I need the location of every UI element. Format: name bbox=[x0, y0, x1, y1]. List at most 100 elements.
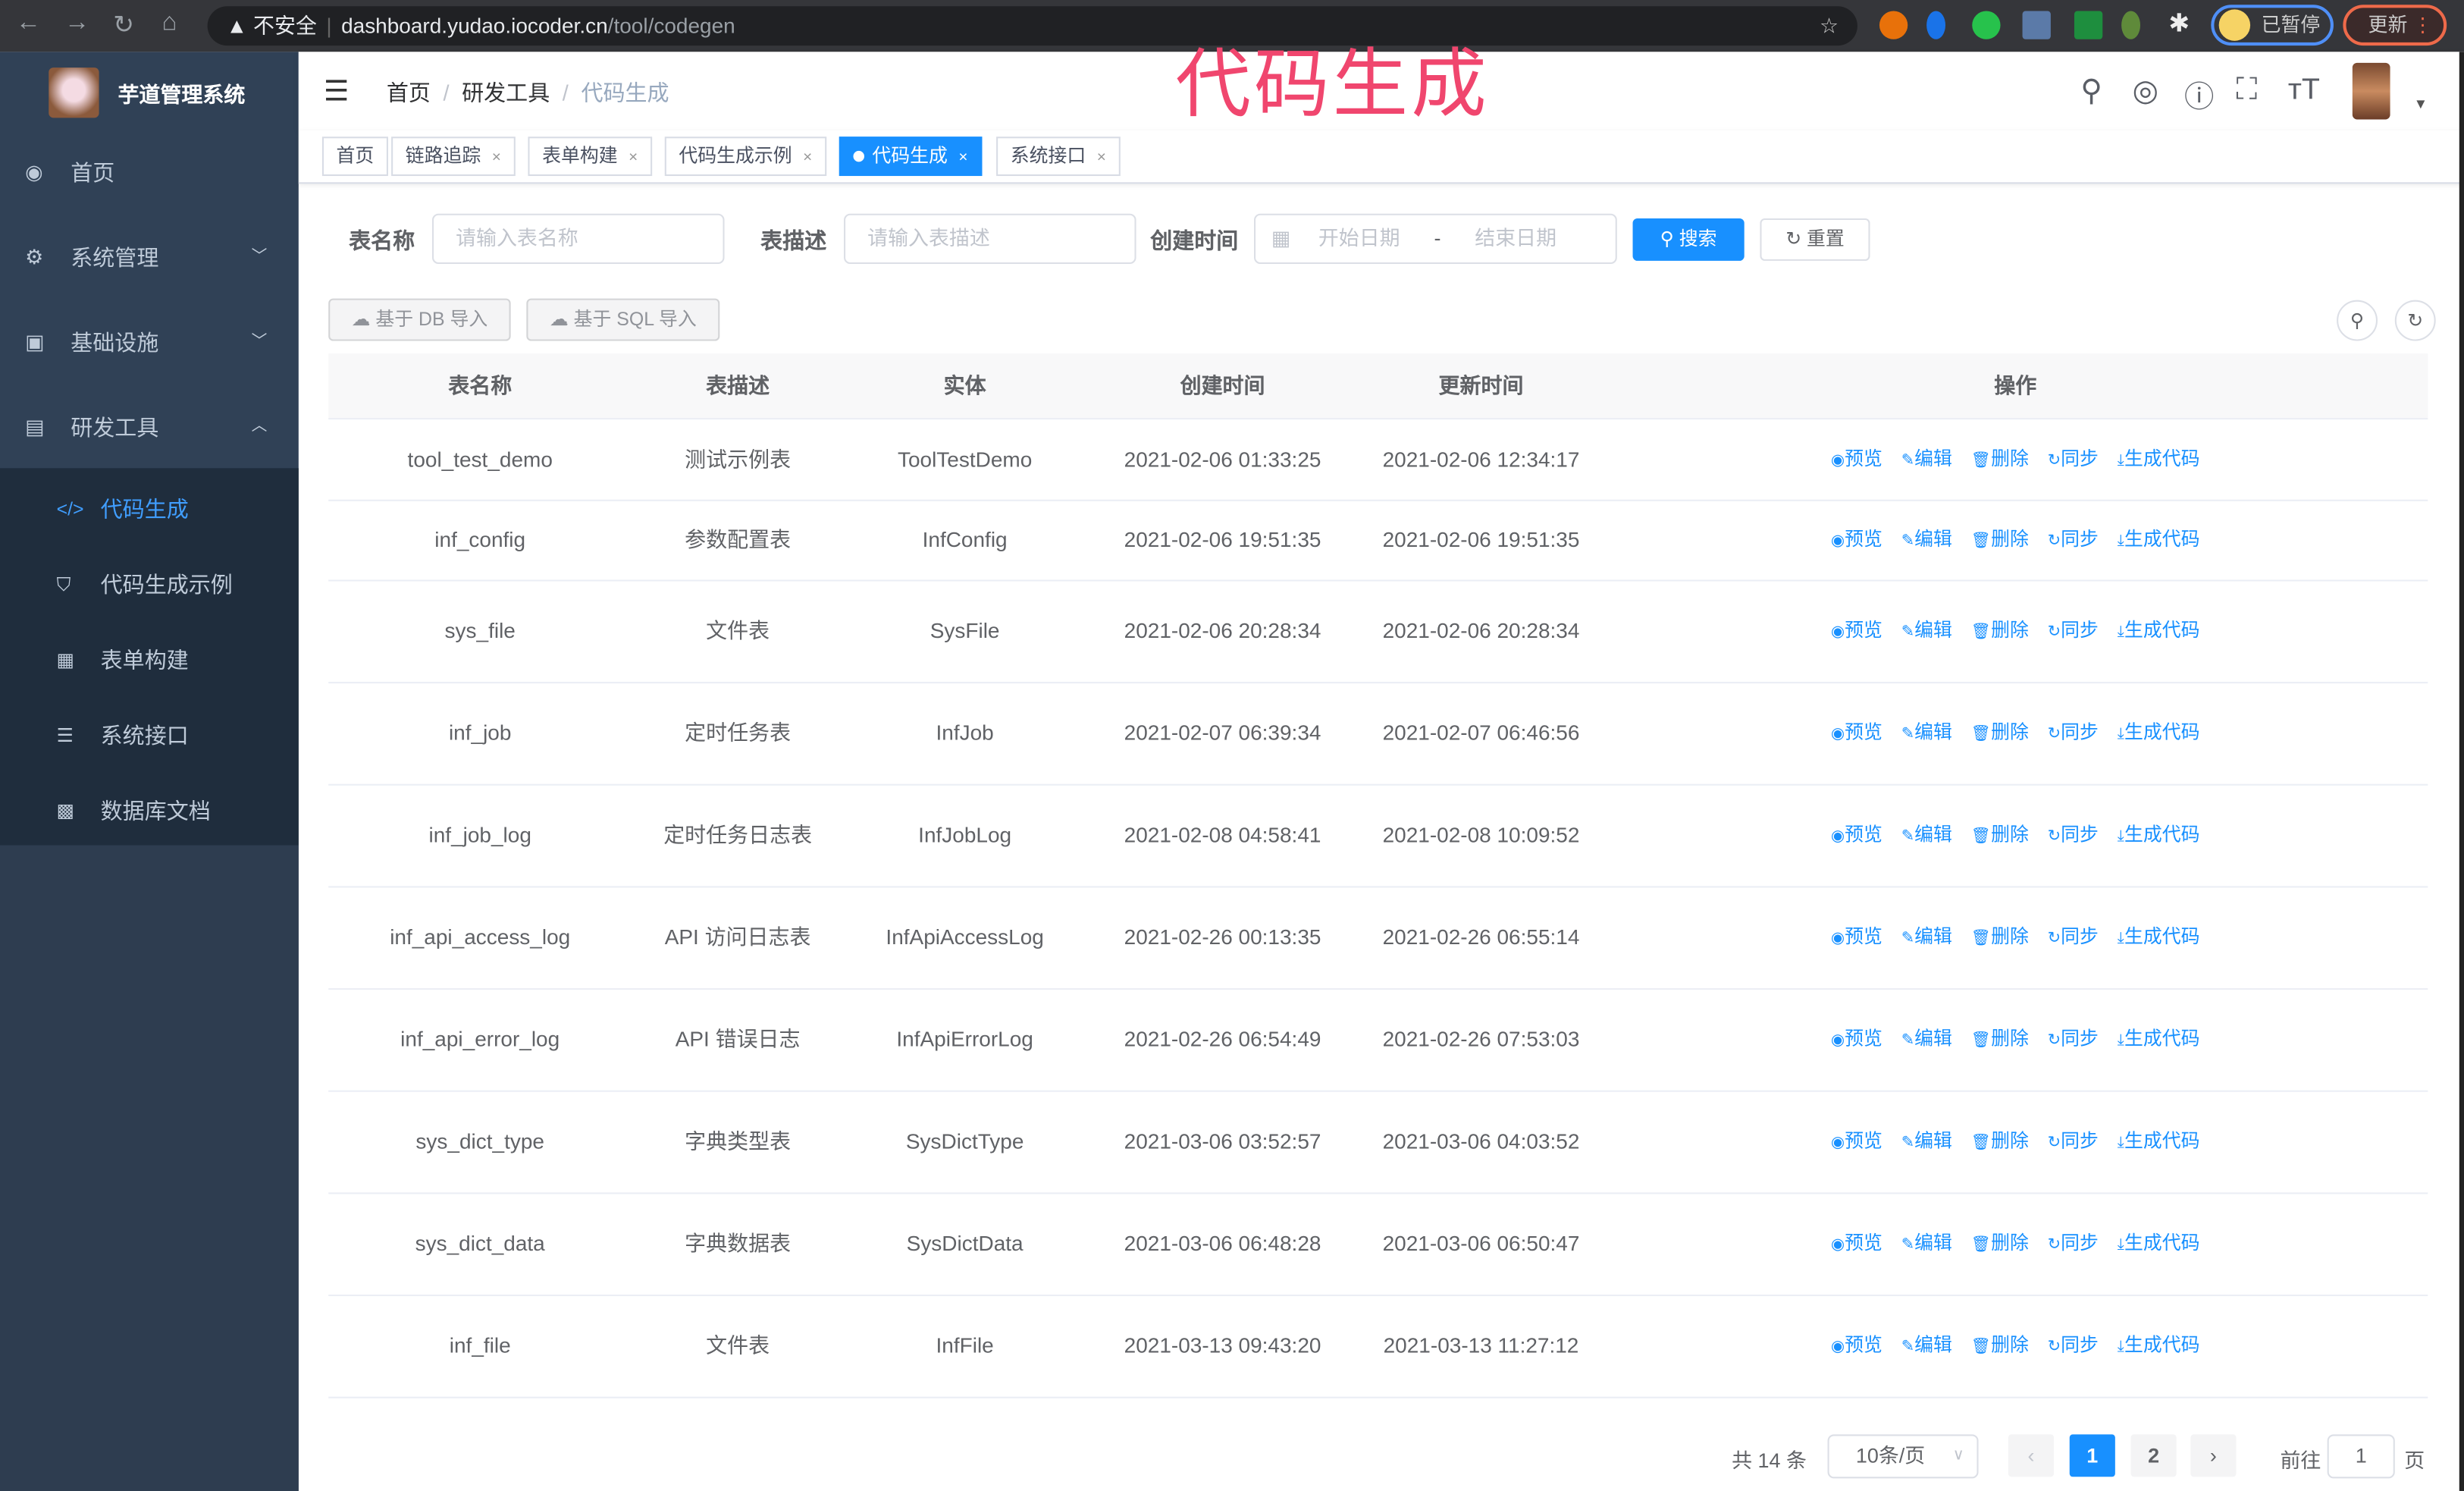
sync-button[interactable]: ↻同步 bbox=[2048, 613, 2099, 651]
delete-button[interactable]: 🗑删除 bbox=[1971, 817, 2029, 855]
page-size-select[interactable]: 10条/页 ∨ bbox=[1827, 1434, 1979, 1479]
sync-button[interactable]: ↻同步 bbox=[2048, 817, 2099, 855]
tag-trace[interactable]: 链路追踪 × bbox=[391, 137, 516, 177]
edit-button[interactable]: ✎编辑 bbox=[1901, 1328, 1952, 1366]
scrollbar[interactable] bbox=[2459, 52, 2464, 1491]
tag-home[interactable]: 首页 bbox=[321, 137, 388, 177]
preview-button[interactable]: ◉预览 bbox=[1831, 817, 1882, 855]
sidebar-item-infra[interactable]: ▣ 基础设施 ﹀ bbox=[0, 300, 299, 385]
sidebar-item-system[interactable]: ⚙ 系统管理 ﹀ bbox=[0, 215, 299, 300]
delete-button[interactable]: 🗑删除 bbox=[1971, 1226, 2029, 1263]
generate-button[interactable]: ⤓生成代码 bbox=[2118, 1226, 2200, 1263]
address-bar[interactable]: ▲ 不安全 | dashboard.yudao.iocoder.cn/tool/co… bbox=[207, 6, 1857, 46]
generate-button[interactable]: ⤓生成代码 bbox=[2118, 522, 2200, 560]
prev-page-button[interactable]: ‹ bbox=[2008, 1434, 2055, 1477]
profile-button[interactable]: 已暂停 bbox=[2211, 5, 2334, 46]
preview-button[interactable]: ◉预览 bbox=[1831, 522, 1882, 560]
sync-button[interactable]: ↻同步 bbox=[2048, 1022, 2099, 1059]
reload-icon[interactable]: ↻ bbox=[113, 12, 135, 39]
edit-button[interactable]: ✎编辑 bbox=[1901, 1226, 1952, 1263]
update-button[interactable]: 更新 ⋮ bbox=[2343, 5, 2447, 46]
sidebar-item-devtools[interactable]: ▤ 研发工具 ︿ bbox=[0, 385, 299, 470]
github-icon[interactable]: ◎ bbox=[2132, 75, 2159, 108]
caret-down-icon[interactable]: ▼ bbox=[2413, 96, 2428, 112]
reset-button[interactable]: ↻ 重置 bbox=[1760, 218, 1870, 261]
delete-button[interactable]: 🗑删除 bbox=[1971, 1328, 2029, 1366]
sync-button[interactable]: ↻同步 bbox=[2048, 919, 2099, 957]
home-icon[interactable]: ⌂ bbox=[161, 9, 177, 36]
edit-button[interactable]: ✎编辑 bbox=[1901, 613, 1952, 651]
preview-button[interactable]: ◉预览 bbox=[1831, 441, 1882, 479]
generate-button[interactable]: ⤓生成代码 bbox=[2118, 1328, 2200, 1366]
search-button[interactable]: ⚲ 搜索 bbox=[1632, 218, 1745, 261]
sync-button[interactable]: ↻同步 bbox=[2048, 1226, 2099, 1263]
star-icon[interactable]: ☆ bbox=[1819, 14, 1839, 38]
delete-button[interactable]: 🗑删除 bbox=[1971, 613, 2029, 651]
back-icon[interactable]: ← bbox=[15, 9, 41, 36]
close-icon[interactable]: × bbox=[491, 149, 501, 167]
edit-button[interactable]: ✎编辑 bbox=[1901, 1022, 1952, 1059]
extension-icon[interactable] bbox=[2022, 11, 2051, 39]
sync-button[interactable]: ↻同步 bbox=[2048, 715, 2099, 753]
sidebar-item-swagger[interactable]: ☰ 系统接口 bbox=[0, 698, 299, 773]
delete-button[interactable]: 🗑删除 bbox=[1971, 715, 2029, 753]
extension-icon[interactable] bbox=[1879, 11, 1908, 39]
tag-codegen[interactable]: 代码生成 × bbox=[839, 137, 983, 177]
delete-button[interactable]: 🗑删除 bbox=[1971, 1022, 2029, 1059]
refresh-button[interactable]: ↻ bbox=[2394, 300, 2436, 341]
forward-icon[interactable]: → bbox=[64, 9, 90, 36]
preview-button[interactable]: ◉预览 bbox=[1831, 1226, 1882, 1263]
preview-button[interactable]: ◉预览 bbox=[1831, 613, 1882, 651]
edit-button[interactable]: ✎编辑 bbox=[1901, 715, 1952, 753]
toggle-search-button[interactable]: ⚲ bbox=[2337, 300, 2378, 341]
edit-button[interactable]: ✎编辑 bbox=[1901, 1123, 1952, 1161]
sync-button[interactable]: ↻同步 bbox=[2048, 1123, 2099, 1161]
tag-form-build[interactable]: 表单构建 × bbox=[528, 137, 652, 177]
goto-page-input[interactable]: 1 bbox=[2327, 1434, 2395, 1479]
sidebar-item-codegen[interactable]: </> 代码生成 bbox=[0, 471, 299, 546]
delete-button[interactable]: 🗑删除 bbox=[1971, 919, 2029, 957]
close-icon[interactable]: × bbox=[803, 149, 813, 167]
generate-button[interactable]: ⤓生成代码 bbox=[2118, 715, 2200, 753]
generate-button[interactable]: ⤓生成代码 bbox=[2118, 817, 2200, 855]
hamburger-icon[interactable]: ☰ bbox=[323, 75, 350, 107]
edit-button[interactable]: ✎编辑 bbox=[1901, 522, 1952, 560]
generate-button[interactable]: ⤓生成代码 bbox=[2118, 441, 2200, 479]
font-size-icon[interactable]: ᴛT bbox=[2287, 74, 2320, 107]
close-icon[interactable]: × bbox=[1096, 149, 1106, 167]
extension-icon[interactable] bbox=[1972, 11, 2001, 39]
generate-button[interactable]: ⤓生成代码 bbox=[2118, 1022, 2200, 1059]
search-icon[interactable]: ⚲ bbox=[2080, 75, 2103, 108]
edit-button[interactable]: ✎编辑 bbox=[1901, 919, 1952, 957]
next-page-button[interactable]: › bbox=[2190, 1434, 2237, 1477]
generate-button[interactable]: ⤓生成代码 bbox=[2118, 1123, 2200, 1161]
extension-icon[interactable] bbox=[2121, 11, 2141, 39]
preview-button[interactable]: ◉预览 bbox=[1831, 1123, 1882, 1161]
page-2-button[interactable]: 2 bbox=[2130, 1434, 2177, 1477]
edit-button[interactable]: ✎编辑 bbox=[1901, 441, 1952, 479]
sync-button[interactable]: ↻同步 bbox=[2048, 1328, 2099, 1366]
avatar[interactable] bbox=[2352, 62, 2390, 120]
sidebar-item-db-doc[interactable]: ▩ 数据库文档 bbox=[0, 773, 299, 848]
generate-button[interactable]: ⤓生成代码 bbox=[2118, 919, 2200, 957]
help-icon[interactable]: ⓘ bbox=[2184, 81, 2215, 115]
extension-icon[interactable] bbox=[2074, 11, 2103, 39]
date-range-picker[interactable]: ▦ 开始日期 - 结束日期 bbox=[1254, 213, 1617, 265]
puzzle-icon[interactable]: ✱ bbox=[2168, 11, 2190, 38]
import-sql-button[interactable]: ☁ 基于 SQL 导入 bbox=[526, 298, 720, 341]
table-desc-input[interactable]: 请输入表描述 bbox=[844, 213, 1136, 265]
preview-button[interactable]: ◉预览 bbox=[1831, 1328, 1882, 1366]
delete-button[interactable]: 🗑删除 bbox=[1971, 1123, 2029, 1161]
preview-button[interactable]: ◉预览 bbox=[1831, 919, 1882, 957]
delete-button[interactable]: 🗑删除 bbox=[1971, 522, 2029, 560]
page-1-button[interactable]: 1 bbox=[2069, 1434, 2115, 1477]
edit-button[interactable]: ✎编辑 bbox=[1901, 817, 1952, 855]
extension-icon[interactable] bbox=[1926, 11, 1946, 39]
generate-button[interactable]: ⤓生成代码 bbox=[2118, 613, 2200, 651]
sync-button[interactable]: ↻同步 bbox=[2048, 522, 2099, 560]
close-icon[interactable]: × bbox=[629, 149, 638, 167]
close-icon[interactable]: × bbox=[958, 149, 968, 167]
fullscreen-icon[interactable]: ⛶ bbox=[2236, 74, 2258, 107]
sidebar-item-form-build[interactable]: ▦ 表单构建 bbox=[0, 622, 299, 697]
table-name-input[interactable]: 请输入表名称 bbox=[431, 213, 725, 265]
